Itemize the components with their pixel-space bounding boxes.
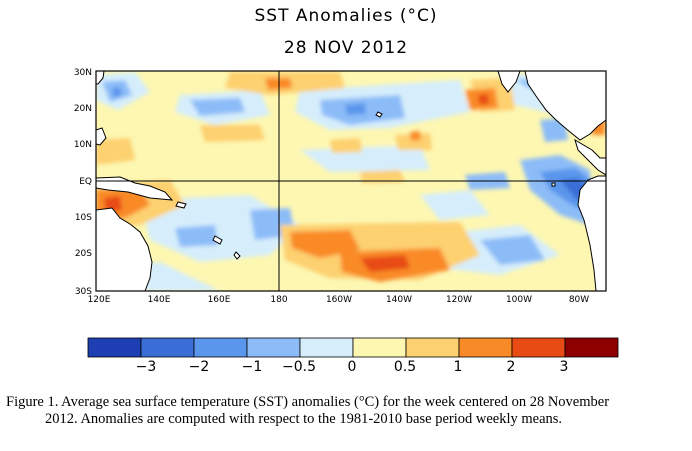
latitude-axis: 30N 20N 10N EQ 10S 20S 30S <box>74 68 92 297</box>
map-plot-area <box>96 71 606 291</box>
lon-label: 120E <box>88 295 111 305</box>
colorbar-swatch <box>140 337 195 358</box>
lat-label: 30N <box>74 68 92 78</box>
lat-label: 20N <box>74 104 92 114</box>
colorbar-swatch <box>193 337 248 358</box>
land-masses <box>96 71 606 291</box>
land-mexico <box>524 71 606 141</box>
colorbar-swatch <box>405 337 460 358</box>
lon-label: 160E <box>208 295 231 305</box>
lon-label: 120W <box>446 295 472 305</box>
colorbar-labels: −3 −2 −1 −0.5 0 0.5 1 2 3 <box>136 359 569 375</box>
colorbar-tick-label: −1 <box>242 359 263 375</box>
lat-label: 30S <box>75 287 92 297</box>
land-asia <box>96 71 105 85</box>
lon-label: 100W <box>506 295 532 305</box>
lat-label: 10S <box>75 213 92 223</box>
lat-label: 10N <box>74 140 92 150</box>
colorbar-swatch <box>458 337 513 358</box>
colorbar-tick-label: −3 <box>136 359 157 375</box>
colorbar-swatch <box>564 337 619 358</box>
lat-label: 20S <box>75 249 92 259</box>
lon-label: 160W <box>326 295 352 305</box>
colorbar-tick-label: 0 <box>348 359 357 375</box>
colorbar <box>87 337 619 358</box>
colorbar-swatch <box>299 337 354 358</box>
lon-label: 80W <box>569 295 589 305</box>
caption-line-1: Figure 1. Average sea surface temperatur… <box>6 394 610 410</box>
land-australia <box>96 207 153 291</box>
land-philippines <box>96 127 107 146</box>
lon-label: 140E <box>148 295 171 305</box>
map-date: 28 NOV 2012 <box>283 38 409 58</box>
map-frame <box>95 70 607 292</box>
colorbar-tick-label: 3 <box>560 359 569 375</box>
colorbar-tick-label: −0.5 <box>282 359 316 375</box>
colorbar-swatch <box>511 337 566 358</box>
colorbar-tick-label: 1 <box>454 359 463 375</box>
longitude-axis: 120E 140E 160E 180 160W 140W 120W 100W 8… <box>88 295 590 305</box>
colorbar-tick-label: −2 <box>189 359 210 375</box>
colorbar-swatch <box>352 337 407 358</box>
map-title: SST Anomalies (°C) <box>254 6 438 26</box>
colorbar-tick-label: 2 <box>507 359 516 375</box>
colorbar-swatch <box>246 337 301 358</box>
caption-line-2: 2012. Anomalies are computed with respec… <box>45 411 563 427</box>
lon-label: 140W <box>386 295 412 305</box>
land-south-america <box>577 175 606 291</box>
colorbar-swatch <box>87 337 142 358</box>
lon-label: 180 <box>270 295 287 305</box>
colorbar-tick-label: 0.5 <box>394 359 416 375</box>
figure-caption: Figure 1. Average sea surface temperatur… <box>6 394 688 428</box>
lat-label: EQ <box>79 177 92 187</box>
land-hawaii <box>375 111 383 118</box>
